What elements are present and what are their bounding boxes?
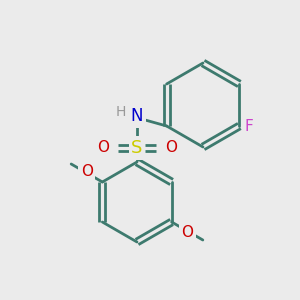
Text: O: O bbox=[81, 164, 93, 179]
Text: N: N bbox=[131, 107, 143, 125]
Text: S: S bbox=[131, 139, 143, 157]
Text: H: H bbox=[116, 105, 126, 119]
Text: O: O bbox=[181, 224, 193, 239]
Text: O: O bbox=[97, 140, 109, 155]
Text: O: O bbox=[165, 140, 177, 155]
Text: F: F bbox=[245, 118, 254, 134]
